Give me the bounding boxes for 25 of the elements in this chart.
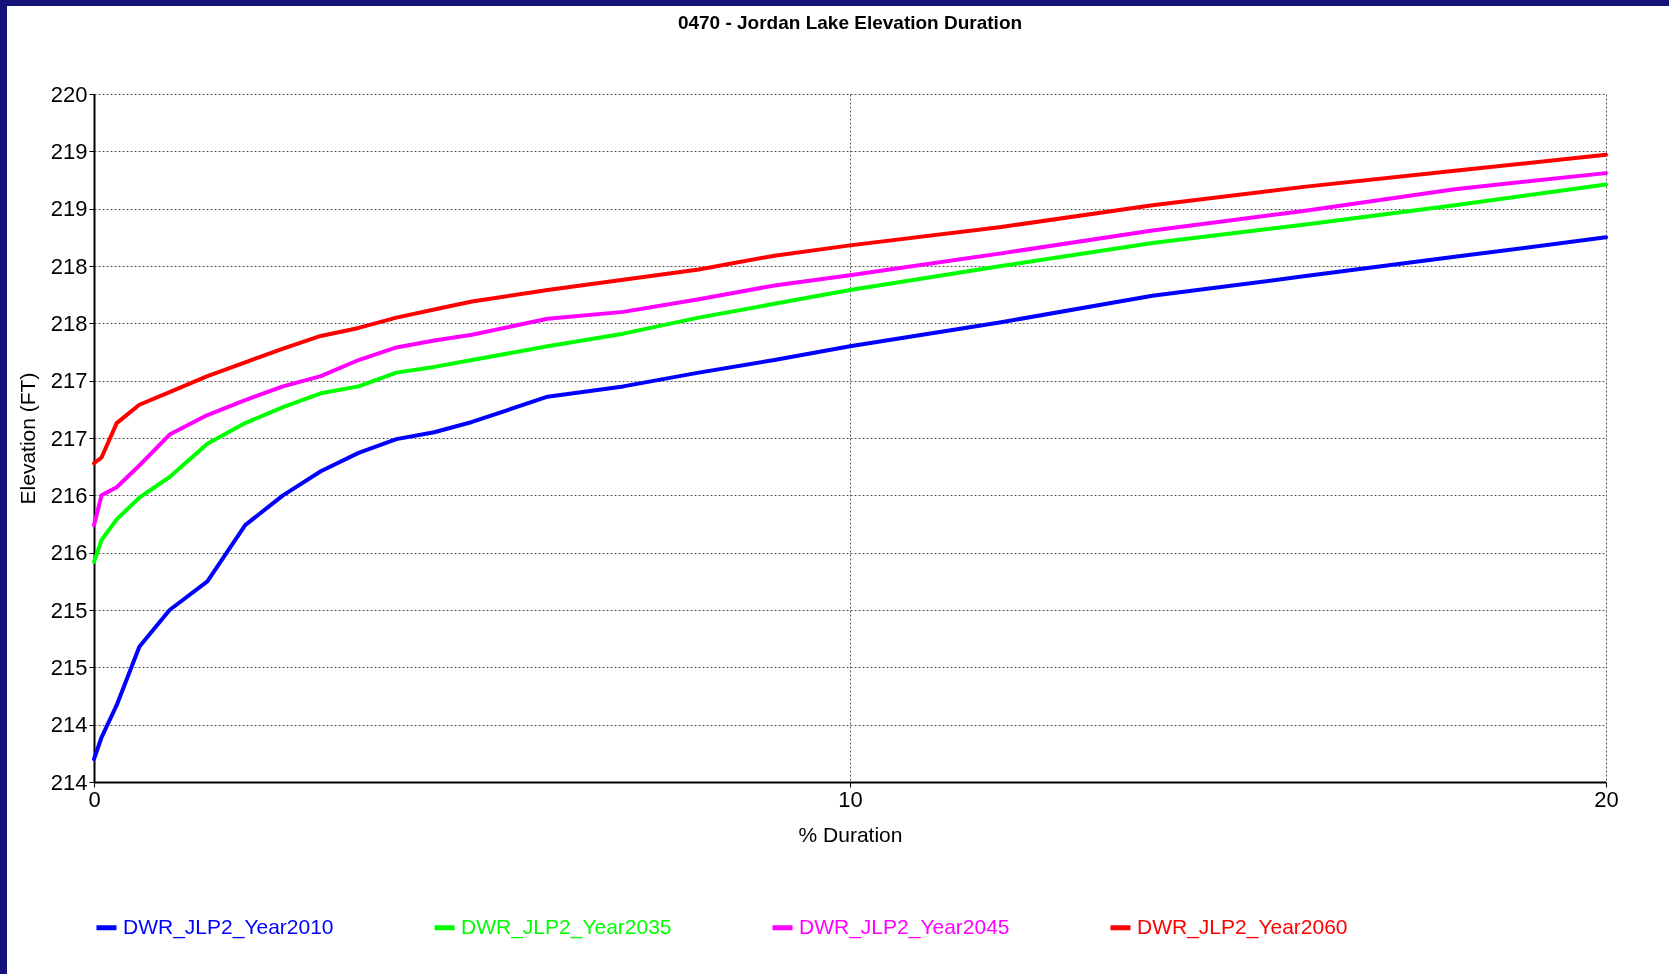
y-tick-label: 214 bbox=[50, 712, 88, 738]
line-series bbox=[92, 235, 1608, 762]
x-tick-label: 10 bbox=[838, 786, 863, 812]
y-tick-label: 219 bbox=[50, 196, 88, 222]
y-tick-label: 215 bbox=[50, 597, 88, 623]
x-axis-title: % Duration bbox=[798, 822, 903, 846]
x-tick-label: 20 bbox=[1594, 786, 1619, 812]
y-tick-label: 218 bbox=[50, 310, 88, 336]
legend-label: DWR_JLP2_Year2010 bbox=[123, 914, 334, 939]
y-tick-label: 217 bbox=[50, 368, 88, 394]
y-axis-title: Elevation (FT) bbox=[15, 372, 39, 505]
y-tick-label: 219 bbox=[50, 138, 88, 164]
y-tick-label: 214 bbox=[50, 769, 88, 795]
legend-label: DWR_JLP2_Year2060 bbox=[1137, 914, 1348, 939]
y-tick-label: 216 bbox=[50, 540, 88, 566]
y-tick-label: 220 bbox=[50, 81, 88, 107]
y-tick-label: 215 bbox=[50, 654, 88, 680]
legend-label: DWR_JLP2_Year2035 bbox=[461, 914, 672, 939]
line-series bbox=[92, 152, 1608, 466]
y-tick-label: 217 bbox=[50, 425, 88, 451]
x-tick-label: 0 bbox=[88, 786, 101, 812]
legend-label: DWR_JLP2_Year2045 bbox=[799, 914, 1010, 939]
y-tick-label: 218 bbox=[50, 253, 88, 279]
chart-title: 0470 - Jordan Lake Elevation Duration bbox=[677, 12, 1023, 33]
y-tick-label: 216 bbox=[50, 482, 88, 508]
